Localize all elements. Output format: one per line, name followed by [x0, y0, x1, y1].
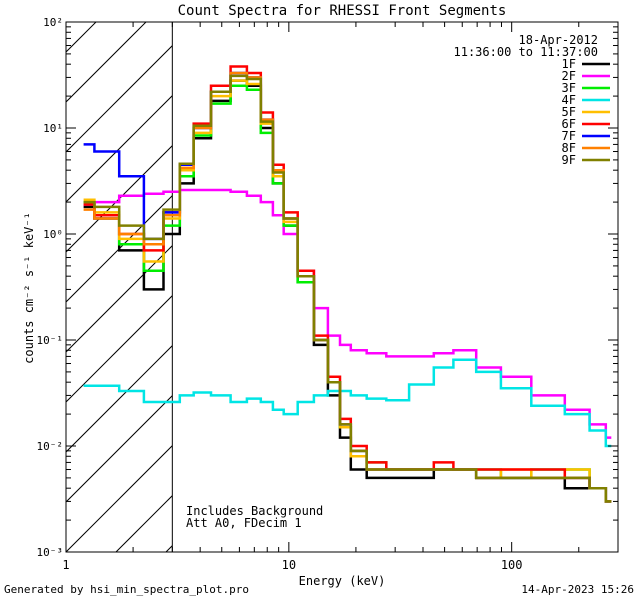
hatched-region: [66, 22, 640, 552]
legend-label-7F: 7F: [562, 129, 576, 143]
y-tick-label: 10⁻¹: [37, 334, 64, 347]
legend-label-8F: 8F: [562, 141, 576, 155]
hatch-line: [66, 144, 173, 253]
annotation-attenuator: Att A0, FDecim 1: [186, 516, 302, 530]
series-line-3F: [83, 84, 612, 503]
series-line-1F: [83, 79, 612, 503]
legend-label-3F: 3F: [562, 81, 576, 95]
hatch-line: [416, 22, 640, 552]
legend-label-9F: 9F: [562, 153, 576, 167]
series-line-4F: [83, 358, 612, 448]
hatch-line: [266, 22, 640, 552]
y-axis-label: counts cm⁻² s⁻¹ keV⁻¹: [22, 212, 36, 364]
series-group: [83, 65, 612, 503]
hatch-line: [66, 394, 173, 503]
plot-frame: [65, 21, 619, 553]
y-tick-labels: 10⁻³ 10⁻² 10⁻¹ 10⁰ 10¹ 10²: [37, 16, 64, 559]
hatch-line: [466, 22, 640, 552]
hatch-line: [66, 444, 173, 552]
legend-label-6F: 6F: [562, 117, 576, 131]
legend-label-1F: 1F: [562, 57, 576, 71]
hatch-line: [616, 22, 640, 552]
x-tick-label: 1: [62, 558, 69, 572]
x-axis-label: Energy (keV): [299, 574, 386, 588]
hatch-line: [516, 22, 640, 552]
y-tick-label: 10¹: [43, 122, 63, 135]
y-tick-label: 10⁻³: [37, 546, 64, 559]
x-tick-label: 10: [282, 558, 296, 572]
y-tick-label: 10⁻²: [37, 440, 64, 453]
annotation-background: Includes Background: [186, 504, 323, 518]
hatch-line: [66, 194, 173, 303]
series-line-9F: [83, 74, 612, 503]
x-tick-label: 100: [501, 558, 523, 572]
chart-title: Count Spectra for RHESSI Front Segments: [178, 3, 507, 19]
hatch-line: [366, 22, 640, 552]
x-tick-labels: 1 10 100: [62, 558, 522, 572]
y-tick-label: 10²: [43, 16, 63, 29]
hatch-line: [66, 44, 173, 153]
axis-ticks: [65, 21, 619, 553]
hatch-line: [216, 22, 640, 552]
date-label: 18-Apr-2012: [519, 33, 598, 47]
hatch-line: [316, 22, 640, 552]
hatch-line: [566, 22, 640, 552]
generated-by-label: Generated by hsi_min_spectra_plot.pro: [4, 583, 250, 596]
legend-label-5F: 5F: [562, 105, 576, 119]
timestamp-label: 14-Apr-2023 15:26: [521, 583, 634, 596]
y-tick-label: 10⁰: [43, 228, 63, 241]
hatch-line: [66, 244, 173, 353]
hatch-line: [66, 344, 173, 453]
legend-label-4F: 4F: [562, 93, 576, 107]
time-range-label: 11:36:00 to 11:37:00: [454, 45, 599, 59]
hatch-line: [66, 94, 173, 203]
legend-label-2F: 2F: [562, 69, 576, 83]
